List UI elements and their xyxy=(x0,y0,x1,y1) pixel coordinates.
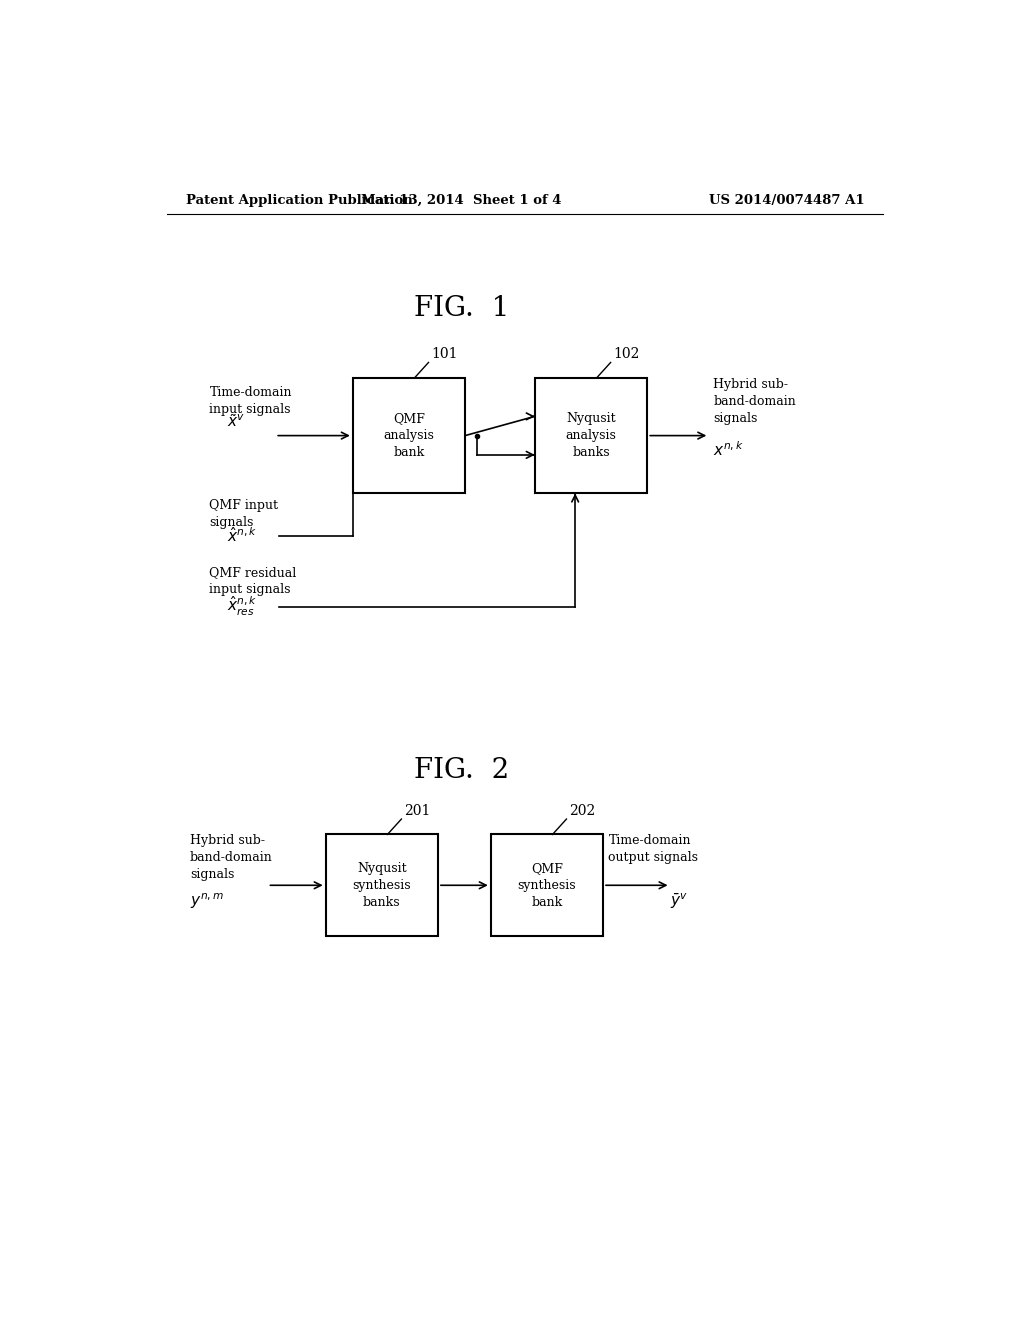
Text: 201: 201 xyxy=(403,804,430,817)
Text: Hybrid sub-
band-domain
signals: Hybrid sub- band-domain signals xyxy=(190,834,272,882)
Text: QMF input
signals: QMF input signals xyxy=(209,499,279,529)
Text: $x^{n,k}$: $x^{n,k}$ xyxy=(713,440,744,459)
Text: QMF
analysis
bank: QMF analysis bank xyxy=(384,412,434,459)
Text: 102: 102 xyxy=(613,347,639,360)
Text: $y^{n,m}$: $y^{n,m}$ xyxy=(190,891,224,911)
Text: 202: 202 xyxy=(568,804,595,817)
Text: FIG.  2: FIG. 2 xyxy=(414,758,509,784)
Bar xyxy=(490,834,603,936)
Text: $\bar{y}^{v}$: $\bar{y}^{v}$ xyxy=(671,891,688,911)
Text: Hybrid sub-
band-domain
signals: Hybrid sub- band-domain signals xyxy=(713,378,796,425)
Text: QMF residual
input signals: QMF residual input signals xyxy=(209,566,297,597)
Text: Nyqusit
synthesis
banks: Nyqusit synthesis banks xyxy=(352,862,411,908)
Bar xyxy=(535,378,647,494)
Text: $\hat{x}^{n,k}$: $\hat{x}^{n,k}$ xyxy=(227,527,257,545)
Text: FIG.  1: FIG. 1 xyxy=(414,296,509,322)
Text: Time-domain
input signals: Time-domain input signals xyxy=(209,385,292,416)
Text: US 2014/0074487 A1: US 2014/0074487 A1 xyxy=(709,194,864,207)
Text: $\tilde{x}^{v}$: $\tilde{x}^{v}$ xyxy=(227,413,245,430)
Text: Mar. 13, 2014  Sheet 1 of 4: Mar. 13, 2014 Sheet 1 of 4 xyxy=(361,194,561,207)
Text: Patent Application Publication: Patent Application Publication xyxy=(186,194,413,207)
Text: $\hat{x}^{n,k}_{res}$: $\hat{x}^{n,k}_{res}$ xyxy=(227,595,257,618)
Text: 101: 101 xyxy=(431,347,458,360)
Bar xyxy=(352,378,465,494)
Bar xyxy=(326,834,438,936)
Text: Time-domain
output signals: Time-domain output signals xyxy=(608,834,698,865)
Text: QMF
synthesis
bank: QMF synthesis bank xyxy=(517,862,577,908)
Text: Nyqusit
analysis
banks: Nyqusit analysis banks xyxy=(565,412,616,459)
